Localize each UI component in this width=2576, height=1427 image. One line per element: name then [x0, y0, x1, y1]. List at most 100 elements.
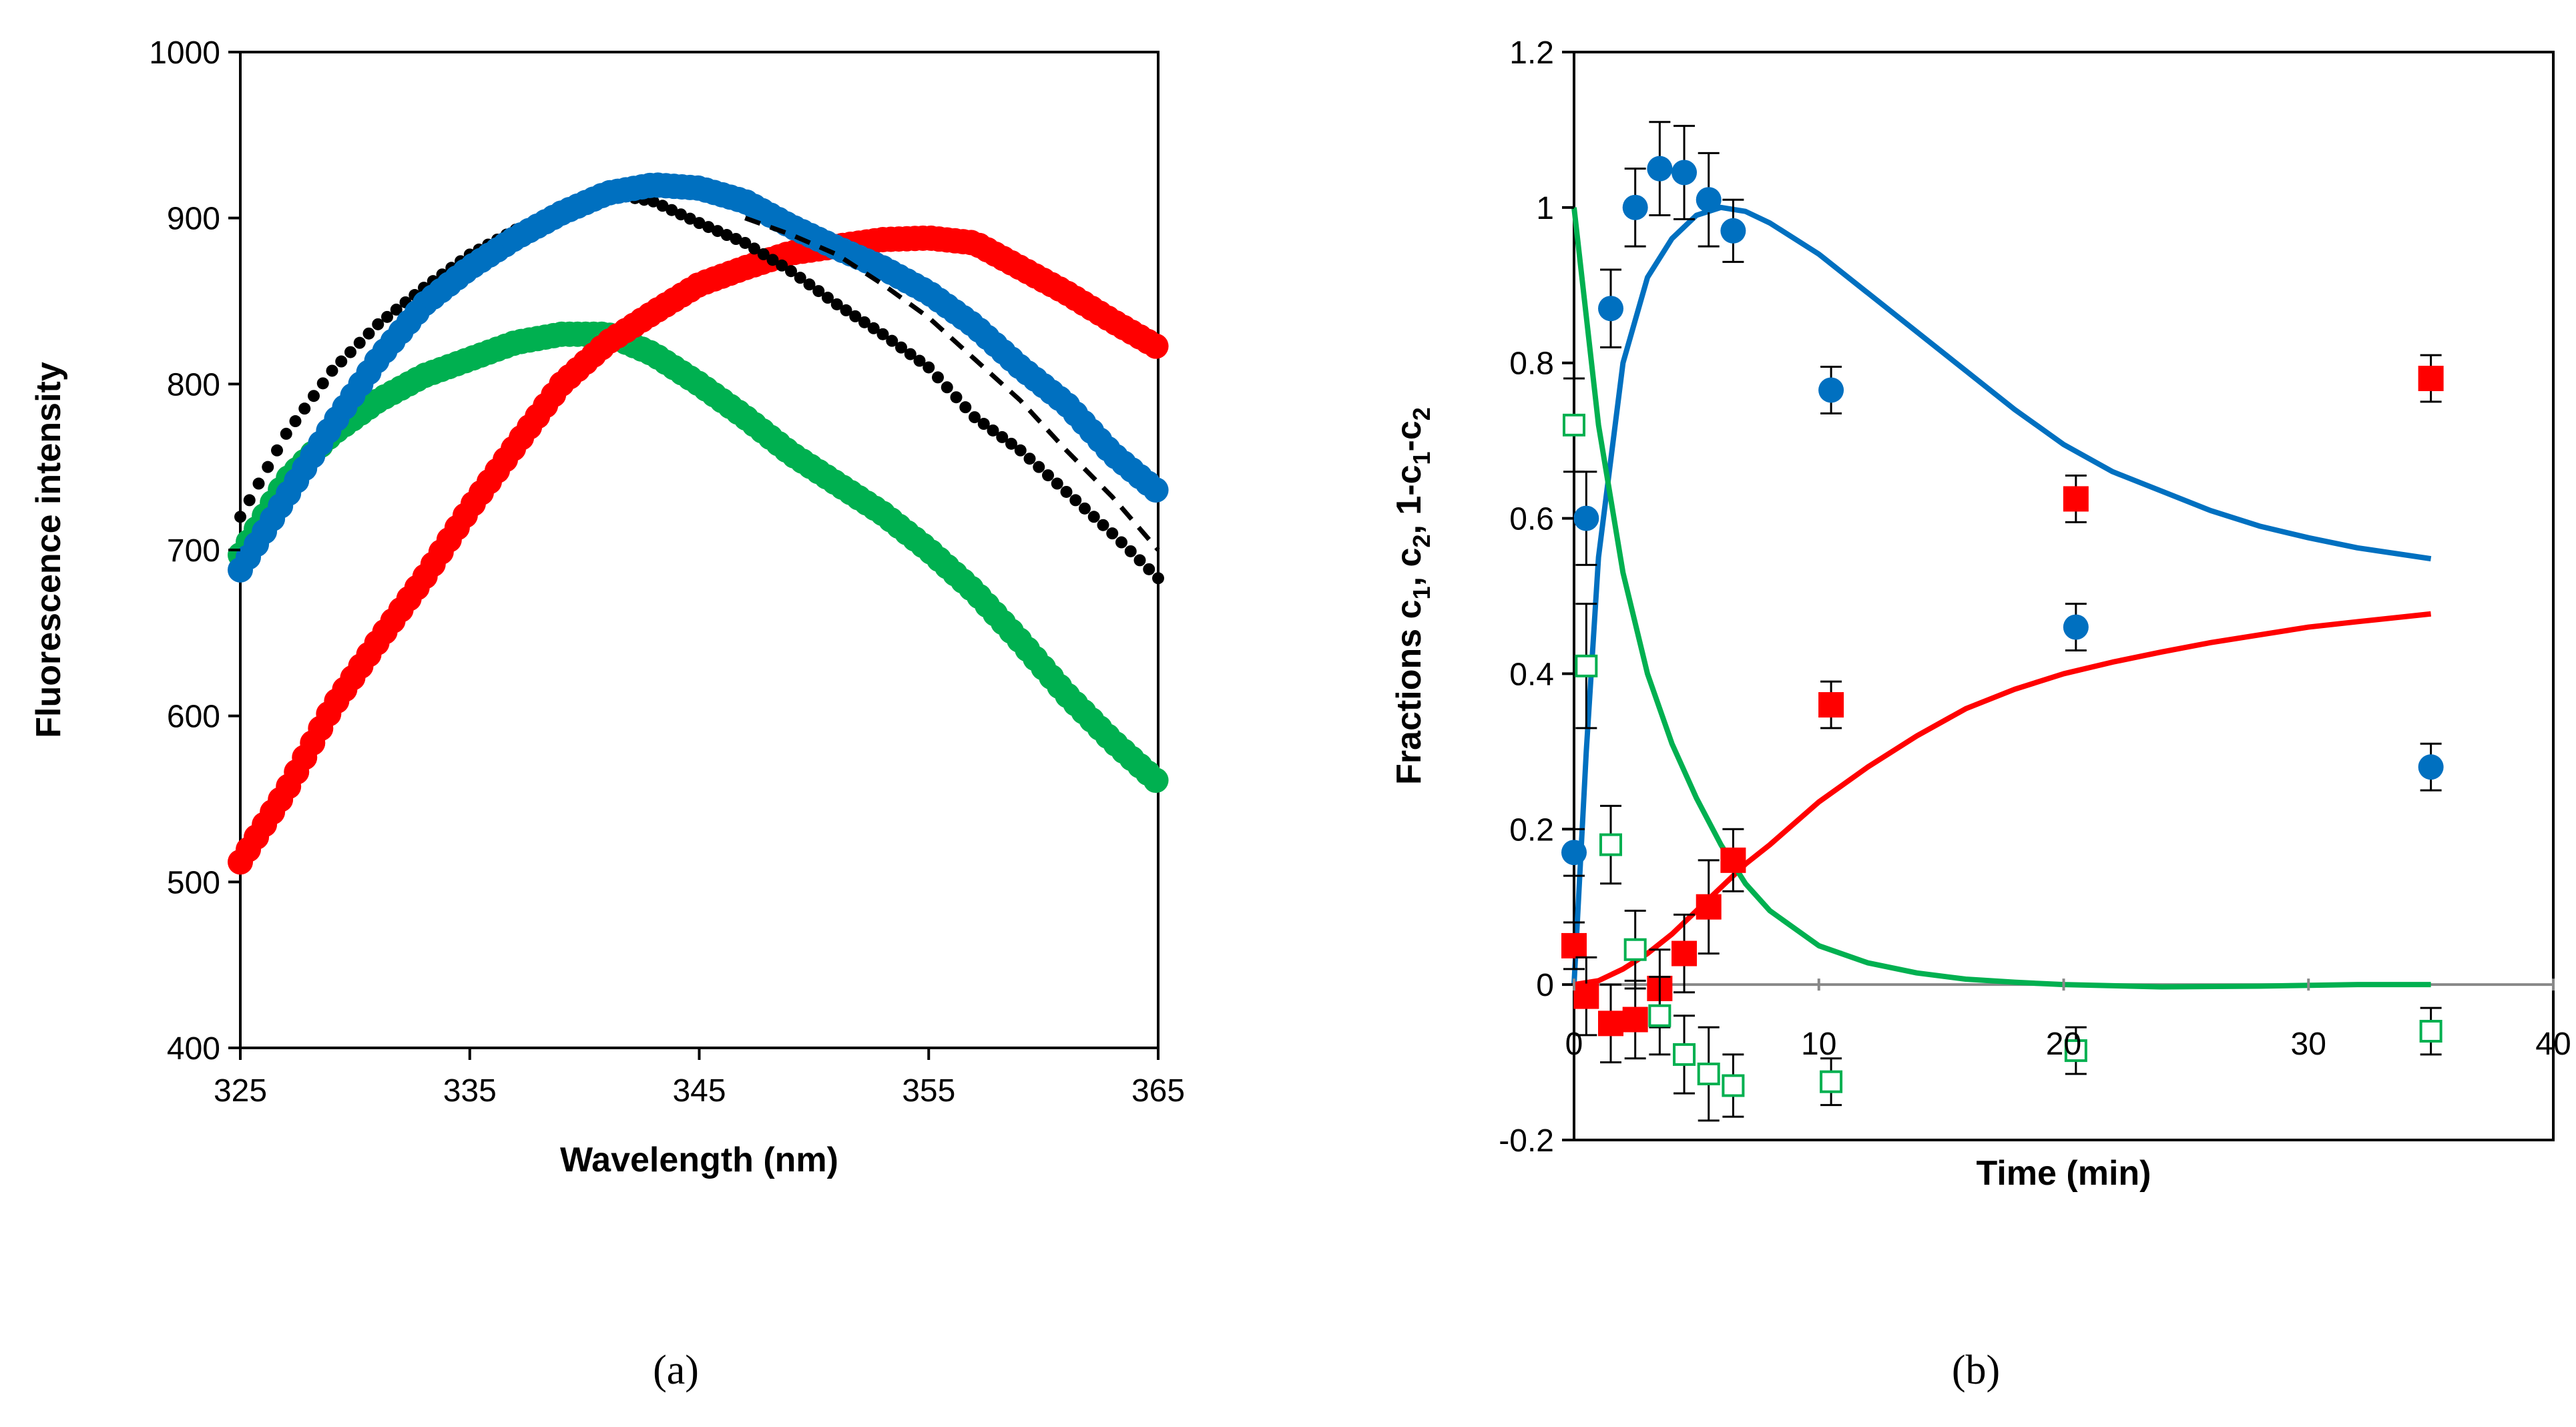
panel-a-data-point — [1097, 519, 1109, 531]
panel-a-data-point — [941, 381, 953, 394]
panel-b-x-tick-label: 40 — [2535, 1027, 2571, 1062]
panel-b-y-tick-label: -0.2 — [1499, 1123, 1554, 1159]
panel-a-data-point — [803, 278, 816, 291]
panel-b-y-tick-label: 0.2 — [1509, 812, 1554, 848]
panel-b-data-point — [1720, 847, 1746, 873]
panel-b-y-axis-label: Fractions c1, c2, 1-c1-c2 — [1390, 407, 1435, 785]
panel-b-fit-curve — [1571, 207, 2431, 990]
panel-a-y-tick-label: 700 — [167, 533, 220, 569]
panel-b-point-series — [1561, 121, 2444, 877]
panel-a-data-point — [390, 303, 403, 316]
panel-a-data-point — [666, 204, 678, 216]
panel-a-data-point — [1023, 453, 1036, 465]
panel-b-y-tick-label: 1.2 — [1509, 35, 1554, 71]
panel-a-data-point — [344, 346, 356, 358]
panel-a-data-point — [1087, 511, 1100, 523]
panel-a-data-point — [243, 494, 256, 507]
panel-b-y-tick-label: 0.8 — [1509, 346, 1554, 382]
panel-a-plot-frame — [239, 51, 1160, 1049]
panel-a-data-point — [298, 402, 311, 415]
panel-a-data-point — [748, 242, 760, 255]
panel-a-x-tick-label: 345 — [672, 1073, 726, 1109]
panel-b-point-series — [1563, 377, 2442, 1122]
panel-a-data-point — [996, 431, 1009, 443]
panel-a-data-point — [876, 328, 889, 340]
ylabel-subscript: 2 — [1408, 407, 1435, 420]
panel-b-data-point — [1563, 413, 1585, 437]
panel-a-data-point — [702, 221, 715, 234]
ylabel-subscript: 1 — [1408, 451, 1435, 465]
panel-a-y-tick-label: 500 — [167, 865, 220, 900]
panel-b-chart: -0.2 0 0.2 0.4 0.6 0.8 1 1.2 0 10 20 30 40 Time (min… — [1390, 35, 2571, 1393]
panel-a-data-point — [794, 272, 806, 284]
panel-a-data-point — [234, 511, 246, 523]
ylabel-part: , c — [1390, 548, 1429, 587]
panel-b-data-point — [1673, 1043, 1696, 1066]
panel-a-data-point — [858, 316, 870, 328]
panel-b-label: (b) — [1952, 1348, 2000, 1393]
panel-a-dashed-fit-line — [744, 216, 1160, 552]
panel-a-x-axis-label: Wavelength (nm) — [560, 1141, 838, 1179]
panel-b-data-point — [1818, 377, 1844, 403]
panel-a-data-point — [977, 418, 990, 431]
ylabel-part: , 1-c — [1390, 465, 1429, 534]
panel-a-data-point — [886, 334, 898, 347]
panel-a-data-point — [1143, 563, 1155, 575]
panel-a-series — [228, 172, 1169, 875]
panel-b-data-point — [2063, 614, 2089, 640]
panel-a-data-point — [822, 292, 834, 304]
panel-a-data-point — [1115, 536, 1127, 549]
panel-b-data-point — [2419, 1020, 2442, 1043]
panel-a-data-point — [1143, 768, 1169, 794]
panel-b-y-tick-label: 0.4 — [1509, 657, 1554, 692]
panel-a-y-tick-label: 400 — [167, 1031, 220, 1067]
panel-b-fit-curve — [1573, 611, 2432, 988]
panel-b-data-point — [1671, 940, 1698, 966]
panel-b-data-point — [1696, 187, 1722, 213]
panel-b-data-point — [1598, 296, 1624, 322]
panel-a-data-point — [904, 348, 917, 360]
panel-a-x-tick-label: 365 — [1131, 1073, 1185, 1109]
ylabel-subscript: 1 — [1408, 586, 1435, 599]
panel-b-data-point — [1561, 932, 1587, 958]
panel-b-data-point — [1622, 1007, 1648, 1033]
panel-b-data-point — [1720, 218, 1746, 244]
panel-b-data-point — [1623, 938, 1647, 961]
panel-a-y-tick-label: 900 — [167, 202, 220, 237]
ylabel-part: -c — [1390, 420, 1429, 451]
panel-b-y-tick-label: 0 — [1536, 968, 1554, 1003]
panel-a-data-point — [895, 341, 907, 354]
panel-a-data-point — [372, 318, 384, 330]
panel-b-data-point — [1722, 1074, 1745, 1097]
panel-a-chart: 400 500 600 700 800 900 1000 325 335 345 355 365 Wa… — [29, 35, 1185, 1393]
panel-b-x-tick-label: 30 — [2291, 1027, 2326, 1062]
panel-b-y-tick-label: 1 — [1536, 191, 1554, 226]
panel-a-data-point — [1069, 494, 1082, 507]
panel-a-data-point — [1060, 485, 1073, 498]
panel-a-data-point — [1005, 437, 1017, 450]
panel-b-fit-curve — [1571, 204, 2432, 985]
panel-a-x-tick-label: 335 — [443, 1073, 497, 1109]
panel-a-data-point — [647, 195, 660, 208]
panel-b-data-point — [1599, 833, 1623, 856]
panel-a-data-point — [923, 361, 935, 374]
panel-a-data-point — [849, 310, 862, 322]
panel-a-data-point — [362, 327, 375, 340]
panel-a-data-point — [776, 259, 788, 272]
panel-a-data-point — [656, 200, 669, 212]
panel-b-data-point — [1697, 1063, 1720, 1086]
panel-a-y-tick-label: 1000 — [149, 35, 220, 71]
panel-a-data-point — [1124, 545, 1137, 557]
panel-b-data-points — [1561, 121, 2444, 1122]
panel-a-data-point — [1133, 554, 1146, 567]
panel-a-data-point — [712, 225, 724, 238]
panel-b-data-point — [2063, 486, 2089, 512]
panel-b-data-point — [1561, 840, 1587, 866]
panel-b-x-tick-label: 10 — [1801, 1027, 1836, 1062]
panel-a-data-point — [335, 355, 348, 368]
panel-a-data-point — [950, 391, 963, 404]
panel-b-y-tick-label: 0.6 — [1509, 502, 1554, 537]
panel-b-data-point — [1622, 194, 1648, 220]
panel-b-data-point — [1575, 654, 1598, 677]
panel-a-data-point — [326, 364, 338, 377]
